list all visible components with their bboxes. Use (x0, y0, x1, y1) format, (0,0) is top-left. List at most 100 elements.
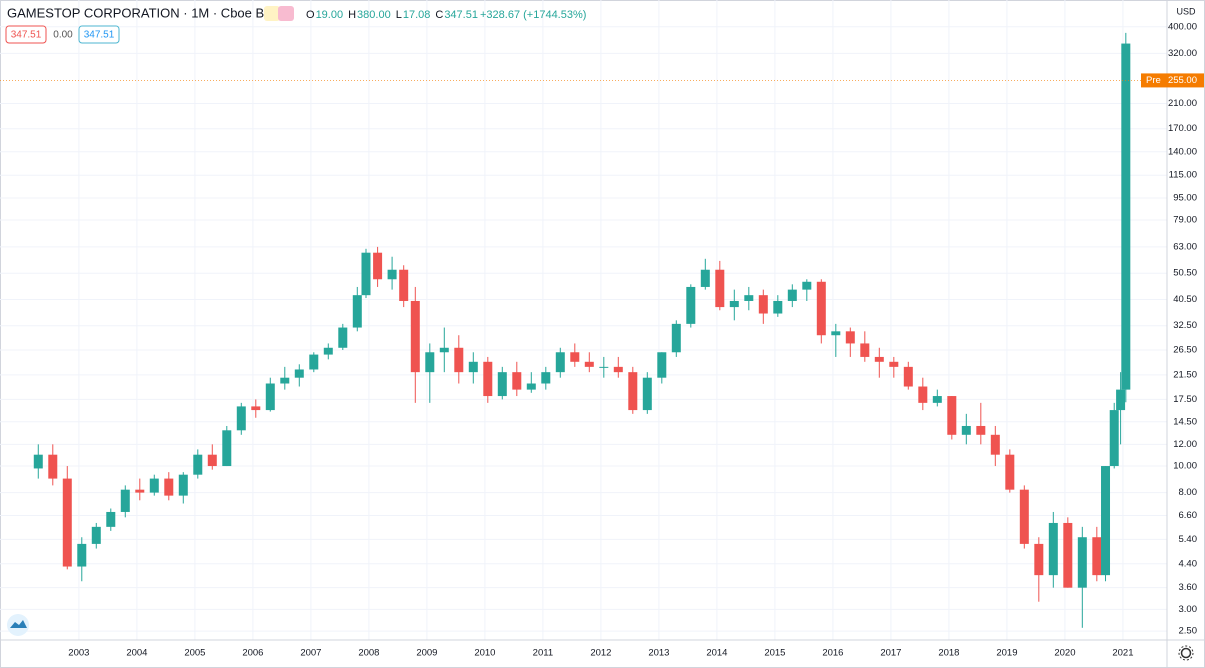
candle-body (526, 383, 536, 390)
y-tick-label: 5.40 (1179, 534, 1198, 545)
candle-body (454, 347, 464, 373)
y-tick-label: 6.60 (1179, 510, 1198, 521)
candle-body (628, 372, 638, 411)
x-tick-label: 2003 (68, 648, 89, 659)
icon (278, 6, 294, 21)
ohlc-key: C (435, 9, 443, 21)
candle-body (1034, 543, 1044, 576)
candle-body (361, 252, 371, 296)
x-tick-label: 2012 (590, 648, 611, 659)
candle-body (1048, 522, 1058, 576)
candle-body (613, 366, 623, 373)
y-tick-label: 50.50 (1173, 268, 1197, 279)
candle-body (91, 526, 101, 544)
y-tick-label: 79.00 (1173, 214, 1197, 225)
badge (5, 25, 47, 44)
candle-body (222, 430, 232, 467)
y-tick-label: 40.50 (1173, 294, 1197, 305)
candle-body (932, 396, 942, 403)
candle-body (860, 343, 870, 357)
candle-body (352, 295, 362, 328)
candle-body (164, 478, 174, 496)
y-tick-label: 320.00 (1168, 48, 1197, 59)
x-tick-label: 2014 (706, 648, 727, 659)
candle-body (294, 369, 304, 378)
candle-body (149, 478, 159, 493)
candle-body (280, 377, 290, 384)
candle-body (700, 269, 710, 287)
change: +328.67 (+1744.53%) (480, 9, 586, 21)
candle-body (33, 454, 43, 469)
pre-market-tag (1141, 73, 1204, 88)
y-tick-label: 140.00 (1168, 146, 1197, 157)
ohlc-value: 17.08 (403, 9, 431, 21)
ohlc-value: 19.00 (316, 9, 344, 21)
y-tick-label: 10.00 (1173, 461, 1197, 472)
x-tick-label: 2005 (184, 648, 205, 659)
candle-body (77, 543, 87, 567)
y-tick-label: 8.00 (1179, 487, 1198, 498)
y-tick-label: 3.00 (1179, 604, 1198, 615)
candle-body (729, 300, 739, 308)
plot-area (0, 0, 1167, 640)
y-tick-label: 400.00 (1168, 21, 1197, 32)
x-tick-label: 2013 (648, 648, 669, 659)
x-tick-label: 2008 (358, 648, 379, 659)
candle-body (178, 474, 188, 496)
candle-body (106, 511, 116, 527)
candle-body (570, 352, 580, 362)
y-tick-label: 2.50 (1179, 626, 1198, 637)
x-tick-label: 2006 (242, 648, 263, 659)
candle-body (773, 300, 783, 314)
y-tick-label: 95.00 (1173, 192, 1197, 203)
candle-body (918, 386, 928, 403)
candle-body (48, 454, 58, 479)
badge-text: 347.51 (84, 30, 115, 41)
badge-text: 0.00 (53, 30, 73, 41)
candle-body (135, 489, 145, 493)
candle-body (512, 372, 522, 390)
candle-body (207, 454, 217, 467)
candle-body (483, 361, 493, 397)
x-tick-label: 2017 (880, 648, 901, 659)
x-tick-label: 2020 (1054, 648, 1075, 659)
candle-body (903, 366, 913, 387)
ohlc-legend: O 19.00 H 380.00 L 17.08 C 347.51 (306, 9, 478, 21)
candle-body (555, 352, 565, 373)
candle-body (541, 372, 551, 384)
candle-body (425, 352, 435, 373)
badge-text: 347.51 (11, 30, 42, 41)
candle-body (265, 383, 275, 411)
y-tick-label: 14.50 (1173, 416, 1197, 427)
x-tick-label: 2018 (938, 648, 959, 659)
y-tick-label: 12.00 (1173, 439, 1197, 450)
candle-body (373, 252, 383, 280)
y-tick-label: 63.00 (1173, 241, 1197, 252)
candle-body (468, 361, 478, 373)
candle-body (758, 295, 768, 314)
candle-body (845, 331, 855, 344)
candle-body (1092, 537, 1102, 576)
candle-body (657, 352, 667, 378)
y-tick-label: 115.00 (1169, 170, 1197, 181)
candle-body (399, 269, 409, 301)
candle-body (816, 281, 826, 336)
candle-body (976, 425, 986, 435)
y-tick-label: 17.50 (1173, 394, 1197, 405)
candle-body (889, 361, 899, 367)
candle-body (251, 406, 261, 411)
settings-icon[interactable] (1178, 645, 1194, 661)
x-tick-label: 2004 (126, 648, 147, 659)
candle-body (802, 281, 812, 290)
x-tick-label: 2021 (1112, 648, 1133, 659)
candle-body (686, 286, 696, 324)
candle-body (439, 347, 449, 353)
y-tick-label: 210.00 (1168, 98, 1197, 109)
candle-body (584, 361, 594, 367)
logo (7, 614, 29, 636)
candle-body (787, 289, 797, 301)
candle-body (62, 478, 72, 567)
pre-market-price: 255.00 (1168, 75, 1197, 86)
ohlc-value: 380.00 (357, 9, 391, 21)
